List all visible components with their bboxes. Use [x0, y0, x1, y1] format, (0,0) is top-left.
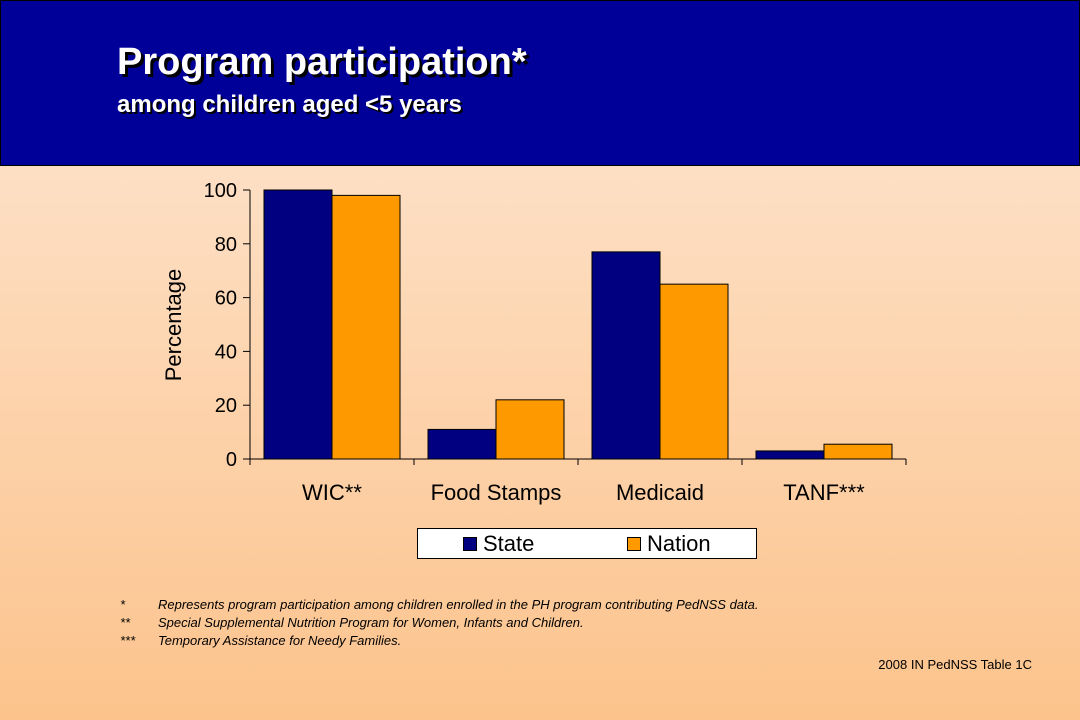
footnote: *** Temporary Assistance for Needy Famil…: [120, 632, 759, 650]
x-tick-label: TANF***: [783, 480, 865, 505]
y-tick-label: 0: [226, 449, 237, 471]
footnote-text: Temporary Assistance for Needy Families.: [158, 633, 402, 648]
legend-label-state: State: [483, 531, 535, 556]
x-tick-label: Medicaid: [616, 480, 704, 505]
page-subtitle: among children aged <5 years: [117, 91, 462, 118]
bar-nation: [331, 194, 401, 460]
chart-legend: State Nation: [417, 528, 757, 559]
bar-state: [755, 450, 825, 460]
y-tick-label: 100: [204, 180, 237, 202]
bar-state: [263, 189, 333, 460]
footnote: * Represents program participation among…: [120, 596, 759, 614]
page-title: Program participation*: [117, 41, 527, 83]
legend-label-nation: Nation: [647, 531, 711, 556]
footnote-mark: *: [120, 597, 126, 612]
bar-nation: [659, 283, 729, 460]
legend-swatch-nation: [627, 537, 641, 551]
bar-nation: [823, 443, 893, 460]
y-tick-label: 80: [215, 234, 237, 256]
footnote-mark: **: [120, 615, 131, 630]
footnote-mark: ***: [120, 633, 136, 648]
y-tick-label: 60: [215, 288, 237, 310]
y-axis-label: Percentage: [161, 269, 186, 382]
legend-item-state: State: [463, 531, 534, 557]
x-tick-label: Food Stamps: [431, 480, 562, 505]
header-banner: Program participation* among children ag…: [0, 0, 1080, 166]
legend-item-nation: Nation: [627, 531, 711, 557]
footnote-text: Represents program participation among c…: [158, 597, 759, 612]
source-citation: 2008 IN PedNSS Table 1C: [878, 657, 1032, 672]
legend-swatch-state: [463, 537, 477, 551]
x-tick-label: WIC**: [302, 480, 362, 505]
footnote: ** Special Supplemental Nutrition Progra…: [120, 614, 759, 632]
y-tick-label: 40: [215, 341, 237, 363]
bar-state: [591, 251, 661, 460]
footnotes: * Represents program participation among…: [120, 596, 759, 650]
footnote-text: Special Supplemental Nutrition Program f…: [158, 615, 584, 630]
bar-nation: [495, 399, 565, 460]
bar-state: [427, 428, 497, 460]
y-tick-label: 20: [215, 395, 237, 417]
